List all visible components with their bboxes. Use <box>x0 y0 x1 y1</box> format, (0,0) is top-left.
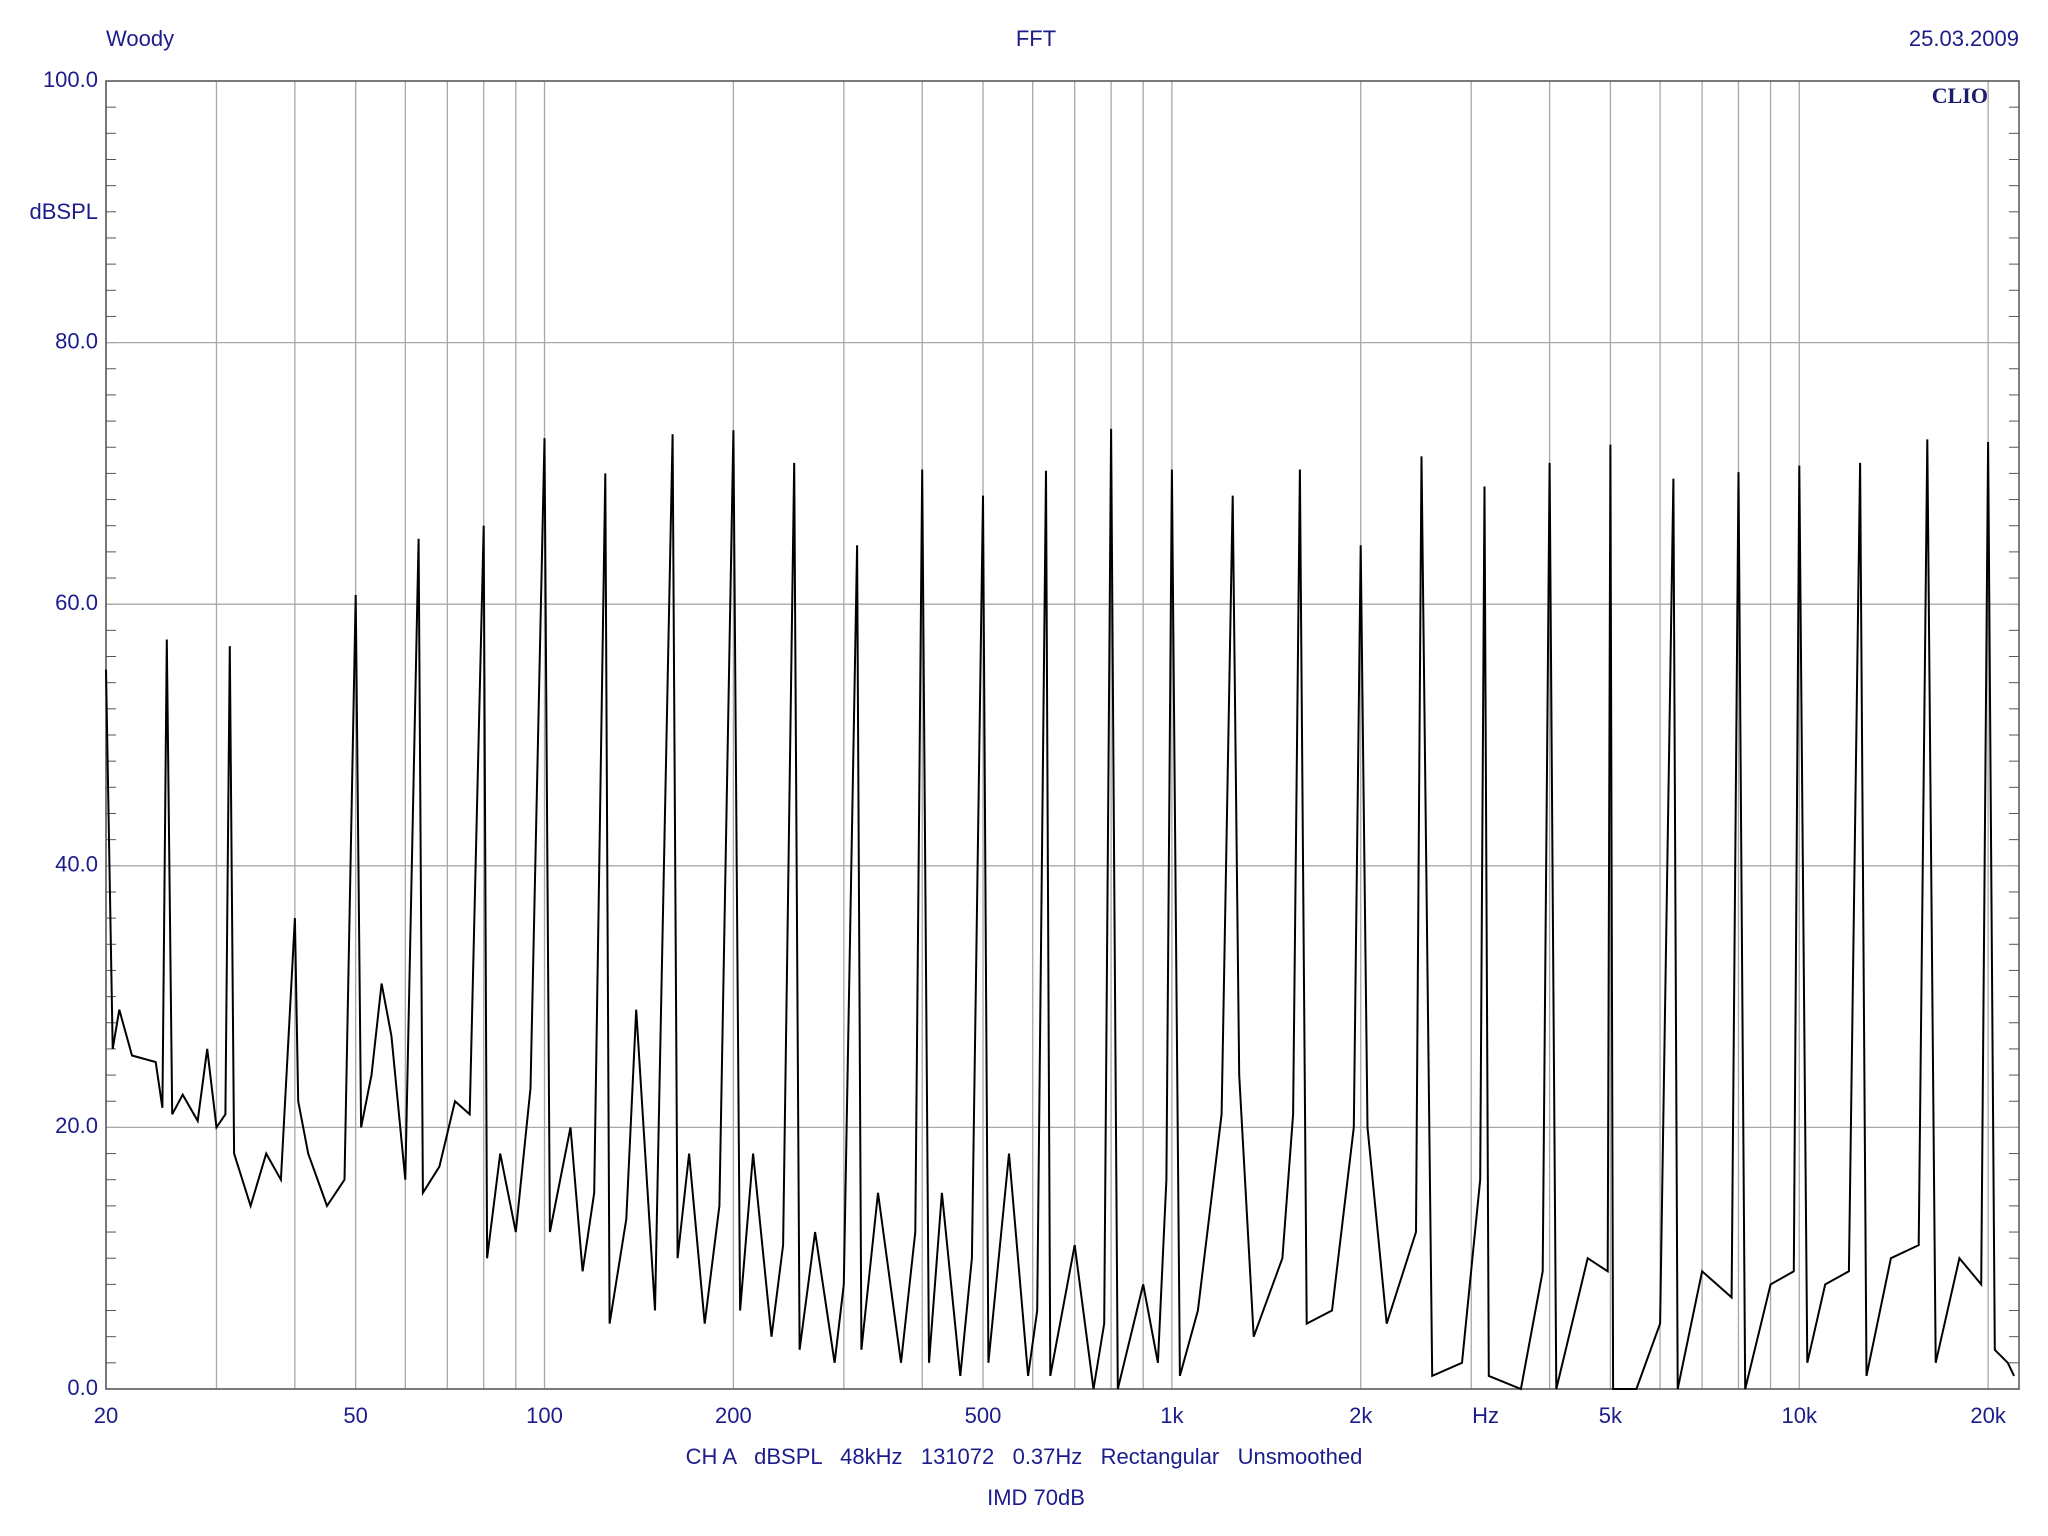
footer: CH A dBSPL 48kHz 131072 0.37Hz Rectangul… <box>686 1444 1363 1469</box>
x-tick-label: 100 <box>526 1403 563 1428</box>
y-tick-label: 20.0 <box>55 1113 98 1138</box>
footer-2: IMD 70dB <box>987 1485 1085 1510</box>
header-left: Woody <box>106 26 174 51</box>
y-tick-label: 80.0 <box>55 328 98 353</box>
x-axis-label: Hz <box>1472 1403 1499 1428</box>
y-tick-label: 0.0 <box>67 1375 98 1400</box>
x-tick-label: 10k <box>1782 1403 1818 1428</box>
y-tick-label: 40.0 <box>55 852 98 877</box>
x-tick-label: 2k <box>1349 1403 1373 1428</box>
header-right: 25.03.2009 <box>1909 26 2019 51</box>
x-tick-label: 50 <box>343 1403 367 1428</box>
y-tick-label: 60.0 <box>55 590 98 615</box>
x-tick-label: 20k <box>1970 1403 2006 1428</box>
x-tick-label: 500 <box>965 1403 1002 1428</box>
y-axis-label: dBSPL <box>30 199 99 224</box>
x-tick-label: 1k <box>1160 1403 1184 1428</box>
chart-title: FFT <box>1016 26 1056 51</box>
brand: CLIO <box>1932 83 1988 108</box>
y-tick-label: 100.0 <box>43 67 98 92</box>
x-tick-label: 200 <box>715 1403 752 1428</box>
x-tick-label: 5k <box>1599 1403 1623 1428</box>
plot-frame <box>105 80 2020 1390</box>
spectrum-line <box>105 428 2016 1391</box>
x-tick-label: 20 <box>94 1403 118 1428</box>
